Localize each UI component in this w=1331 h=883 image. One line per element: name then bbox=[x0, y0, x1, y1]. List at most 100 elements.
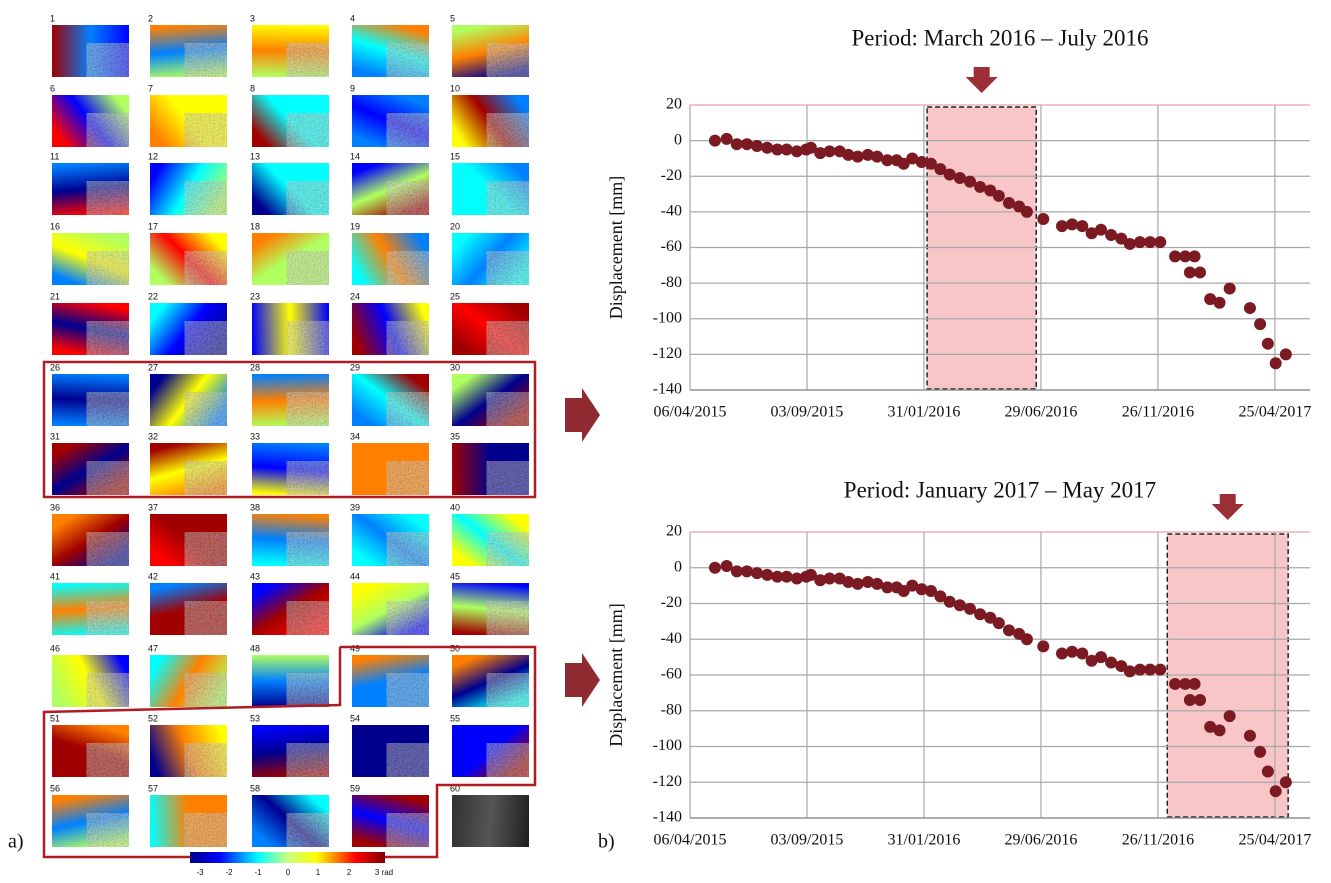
interferogram-noise bbox=[184, 813, 227, 847]
tile-number: 53 bbox=[250, 713, 260, 723]
tile-number: 6 bbox=[50, 83, 55, 93]
tile-number: 11 bbox=[50, 151, 59, 161]
tile-number: 12 bbox=[148, 151, 158, 161]
interferogram-noise bbox=[286, 113, 329, 147]
interferogram-noise bbox=[184, 181, 227, 215]
colorbar-label: 1 bbox=[316, 868, 321, 877]
tile-number: 38 bbox=[250, 502, 260, 512]
tile-number: 43 bbox=[250, 571, 260, 581]
tile-number: 58 bbox=[250, 783, 260, 793]
group-outline bbox=[42, 645, 537, 859]
data-point bbox=[881, 581, 894, 594]
tile-number: 48 bbox=[250, 643, 260, 653]
y-tick-label: -100 bbox=[653, 737, 682, 754]
data-point bbox=[1188, 250, 1201, 263]
data-point bbox=[1133, 663, 1146, 676]
y-tick-label: -60 bbox=[661, 666, 682, 683]
colorbar-label: 0 bbox=[286, 868, 291, 877]
tile-number: 4 bbox=[350, 13, 355, 23]
data-point bbox=[1154, 663, 1167, 676]
x-tick-label: 26/11/2016 bbox=[1122, 404, 1194, 421]
data-point bbox=[1243, 302, 1256, 315]
data-point bbox=[780, 143, 793, 156]
data-point bbox=[1144, 663, 1157, 676]
data-point bbox=[1169, 677, 1182, 690]
data-point bbox=[730, 138, 743, 151]
data-point bbox=[1204, 293, 1217, 306]
data-point bbox=[1037, 640, 1050, 653]
y-tick-label: 20 bbox=[666, 96, 682, 113]
data-point bbox=[881, 154, 894, 167]
data-point bbox=[992, 617, 1005, 630]
interferogram-noise bbox=[486, 601, 529, 635]
data-point bbox=[708, 134, 721, 147]
y-tick-label: -120 bbox=[653, 773, 682, 790]
interferogram-noise bbox=[86, 251, 129, 285]
y-tick-label: -100 bbox=[653, 309, 682, 326]
x-tick-label: 06/04/2015 bbox=[654, 832, 727, 849]
y-tick-label: -60 bbox=[661, 238, 682, 255]
data-point bbox=[761, 141, 774, 154]
tile-number: 17 bbox=[148, 221, 158, 231]
data-point bbox=[851, 150, 864, 163]
interferogram-noise bbox=[184, 251, 227, 285]
data-point bbox=[1179, 250, 1192, 263]
interferogram-noise bbox=[286, 461, 329, 495]
interferogram-noise bbox=[486, 392, 529, 426]
tile-number: 36 bbox=[50, 502, 60, 512]
data-point bbox=[953, 172, 966, 185]
y-tick-label: -120 bbox=[653, 345, 682, 362]
data-point bbox=[1279, 348, 1292, 361]
tile-number: 5 bbox=[450, 13, 455, 23]
y-tick-label: 0 bbox=[674, 558, 682, 575]
data-point bbox=[1269, 785, 1282, 798]
x-tick-label: 29/06/2016 bbox=[1004, 404, 1077, 421]
tile-number: 25 bbox=[450, 291, 460, 301]
colorbar-label: -3 bbox=[196, 868, 204, 877]
interferogram-noise bbox=[386, 743, 429, 777]
data-point bbox=[851, 577, 864, 590]
data-point bbox=[780, 570, 793, 583]
data-point bbox=[751, 567, 764, 580]
tile-number: 9 bbox=[350, 83, 355, 93]
interferogram bbox=[452, 795, 529, 847]
data-point bbox=[1085, 227, 1098, 240]
interferogram-noise bbox=[86, 461, 129, 495]
interferogram-noise bbox=[486, 251, 529, 285]
interferogram-noise bbox=[86, 673, 129, 707]
interferogram-noise bbox=[486, 43, 529, 77]
interferogram-noise bbox=[184, 743, 227, 777]
tile-number: 14 bbox=[350, 151, 360, 161]
data-point bbox=[906, 579, 919, 592]
y-tick-label: -80 bbox=[661, 274, 682, 291]
data-point bbox=[1105, 656, 1118, 669]
tile-number: 60 bbox=[450, 783, 460, 793]
data-point bbox=[790, 572, 803, 585]
interferogram-noise bbox=[286, 743, 329, 777]
data-point bbox=[984, 611, 997, 624]
tile-number: 24 bbox=[350, 291, 360, 301]
tile-number: 10 bbox=[450, 83, 460, 93]
data-point bbox=[915, 156, 928, 168]
tile-number: 20 bbox=[450, 221, 460, 231]
arrow bbox=[565, 388, 600, 442]
x-tick-label: 29/06/2016 bbox=[1004, 832, 1077, 849]
data-point bbox=[1223, 710, 1236, 723]
interferogram-noise bbox=[286, 321, 329, 355]
interferogram-noise bbox=[184, 601, 227, 635]
data-point bbox=[861, 148, 874, 161]
y-tick-label: -40 bbox=[661, 203, 682, 220]
period-arrow bbox=[1211, 494, 1244, 520]
interferogram-noise bbox=[86, 321, 129, 355]
tile-number: 22 bbox=[148, 291, 158, 301]
group-outline bbox=[42, 360, 537, 499]
data-point bbox=[897, 584, 910, 597]
data-point bbox=[1188, 677, 1201, 690]
interferogram-noise bbox=[86, 601, 129, 635]
data-point bbox=[1154, 236, 1167, 249]
data-point bbox=[720, 559, 733, 572]
interferogram-noise bbox=[86, 532, 129, 566]
data-point bbox=[1279, 776, 1292, 789]
arrow bbox=[565, 653, 600, 707]
interferogram-noise bbox=[184, 392, 227, 426]
